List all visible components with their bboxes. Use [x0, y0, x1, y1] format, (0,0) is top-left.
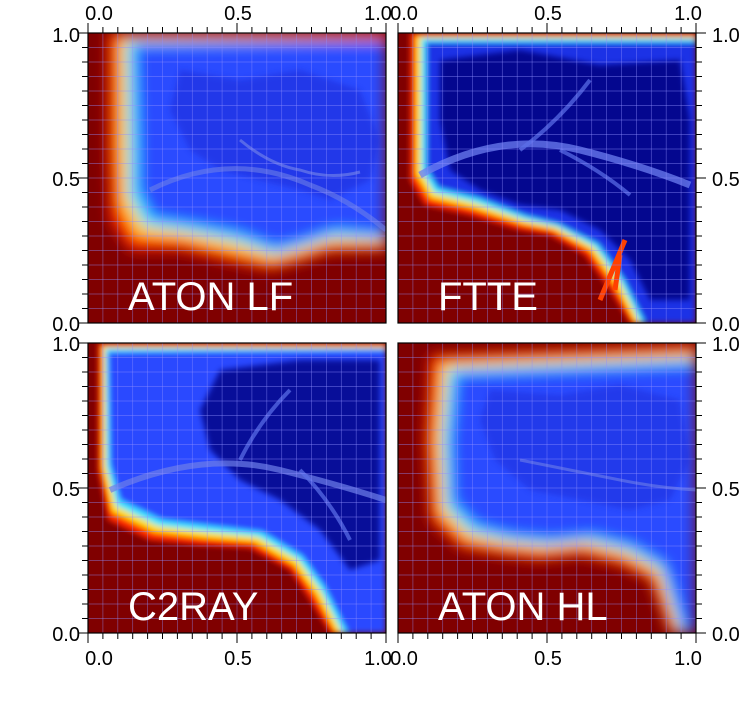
- left-y-tick-label: 0.5: [52, 169, 80, 191]
- top-x-tick-label: 0.5: [224, 3, 252, 25]
- top-x-tick-label: 1.0: [364, 3, 392, 25]
- panel-label-c2ray: C2RAY: [128, 585, 258, 629]
- bottom-x-tick-label: 1.0: [364, 648, 392, 670]
- right-y-tick-label: 1.0: [712, 334, 740, 356]
- right-y-tick-label: 0.0: [712, 624, 740, 646]
- left-y-tick-label: 0.5: [52, 479, 80, 501]
- top-x-tick-label: 1.0: [674, 3, 702, 25]
- bottom-x-tick-label: 0.5: [534, 648, 562, 670]
- top-x-tick-label: 0.0: [390, 3, 418, 25]
- grid-lines: [88, 33, 696, 633]
- bottom-x-tick-label: 0.5: [224, 648, 252, 670]
- left-y-tick-label: 0.0: [52, 624, 80, 646]
- left-y-tick-label: 1.0: [52, 25, 80, 47]
- left-y-tick-label: 0.0: [52, 314, 80, 336]
- top-x-tick-label: 0.5: [534, 3, 562, 25]
- right-y-tick-label: 0.5: [712, 169, 740, 191]
- panel-label-ftte: FTTE: [438, 275, 538, 319]
- panel-label-aton-hl: ATON HL: [438, 585, 608, 629]
- top-x-tick-label: 0.0: [85, 3, 113, 25]
- bottom-x-tick-label: 0.0: [390, 648, 418, 670]
- right-y-tick-label: 1.0: [712, 25, 740, 47]
- bottom-x-tick-label: 1.0: [674, 648, 702, 670]
- panel-label-aton-lf: ATON LF: [128, 275, 293, 319]
- left-y-tick-label: 1.0: [52, 334, 80, 356]
- tick-marks: [78, 23, 706, 643]
- right-y-tick-label: 0.0: [712, 314, 740, 336]
- panel-aton-lf: [88, 33, 386, 323]
- right-y-tick-label: 0.5: [712, 479, 740, 501]
- bottom-x-tick-label: 0.0: [85, 648, 113, 670]
